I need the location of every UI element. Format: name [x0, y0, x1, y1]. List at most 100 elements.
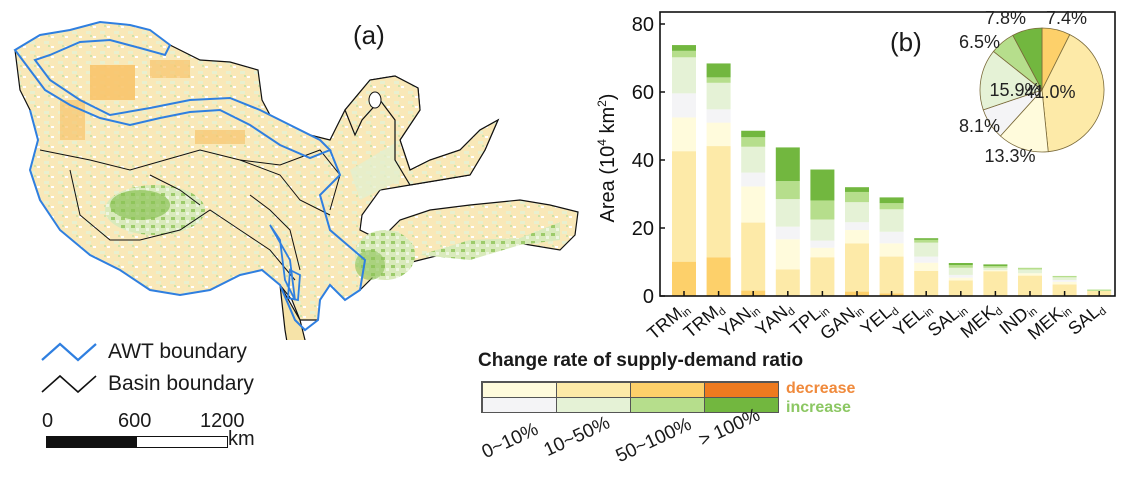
- x-tick-label-6: YELd: [857, 298, 902, 341]
- bar-segment-11-4: [1052, 277, 1077, 281]
- pie-label-5: 6.5%: [959, 32, 1000, 52]
- legend-swatch-decrease-3: [703, 381, 779, 398]
- bar-segment-0-5: [672, 50, 696, 58]
- y-tick-label-3: 60: [632, 82, 654, 104]
- legend-basin: Basin boundary: [40, 368, 254, 400]
- bar-segment-4-6: [810, 169, 835, 201]
- bar-segment-0-4: [672, 57, 696, 94]
- legend-row-decrease: [481, 381, 779, 398]
- bar-segment-0-3: [672, 93, 696, 118]
- bar-segment-11-5: [1052, 275, 1077, 278]
- bar-segment-4-2: [810, 247, 835, 258]
- basin-boundary-line: [69, 169, 296, 281]
- bar-segment-1-2: [706, 122, 731, 147]
- bar-segment-7-2: [914, 262, 939, 271]
- pie-label-0: 7.4%: [1046, 8, 1087, 28]
- bar-segment-11-2: [1052, 281, 1077, 285]
- bar-segment-8-2: [948, 277, 973, 281]
- bar-segment-4-1: [810, 257, 835, 296]
- bar-segment-5-3: [845, 222, 869, 231]
- bar-segment-10-4: [1018, 269, 1042, 274]
- legend-grid: [481, 381, 779, 413]
- bar-segment-0-0: [672, 261, 696, 296]
- y-tick-label-1: 20: [632, 218, 654, 240]
- bar-segment-5-2: [845, 230, 869, 244]
- pie-slice-6: [1012, 27, 1043, 91]
- bar-segment-7-3: [914, 256, 939, 263]
- bar-segment-1-6: [706, 63, 731, 78]
- bar-segment-8-4: [948, 267, 973, 275]
- bar-segment-8-3: [948, 274, 973, 278]
- bar-segment-1-0: [706, 257, 731, 296]
- northeast-basin: [344, 75, 500, 186]
- bar-segment-4-5: [810, 200, 835, 220]
- scale-tick-600: 600: [118, 410, 152, 432]
- y-tick-label-2: 40: [632, 150, 654, 172]
- bar-segment-8-6: [948, 263, 973, 266]
- legend-swatch-decrease-0: [481, 381, 557, 398]
- bar-segment-3-2: [775, 239, 800, 270]
- bar-segment-11-1: [1052, 284, 1077, 296]
- plot-frame: [659, 11, 1116, 297]
- legend-swatch-increase-3: [703, 396, 779, 413]
- legend-decrease-label: decrease: [786, 380, 856, 397]
- pie-slice-1: [1041, 34, 1105, 153]
- legend-swatch-decrease-2: [629, 381, 705, 398]
- bar-segment-3-4: [775, 199, 800, 227]
- awt-boundary-line: [13, 20, 332, 160]
- bar-segment-10-5: [1018, 267, 1042, 270]
- awt-line-icon: [41, 342, 97, 362]
- green-patch: [420, 222, 560, 260]
- basin-boundary-line: [239, 149, 341, 211]
- scale-tick-0: 0: [42, 410, 54, 432]
- legend-increase-label: increase: [786, 399, 851, 416]
- pie-label-4: 15.9%: [989, 80, 1040, 100]
- pie-label-2: 13.3%: [984, 146, 1035, 166]
- bar-segment-1-1: [706, 146, 731, 258]
- map-panel: (a) AWT boundary Basin boundary 0 600 12…: [13, 20, 579, 450]
- bar-segment-5-4: [845, 202, 869, 223]
- legend-awt: AWT boundary: [40, 336, 254, 368]
- bar-segment-6-1: [879, 256, 904, 294]
- bar-segment-1-5: [706, 77, 731, 83]
- bar-segment-2-3: [741, 172, 766, 187]
- bar-segment-4-4: [810, 219, 835, 241]
- legend-awt-label: AWT boundary: [108, 340, 247, 363]
- green-patch: [110, 190, 170, 220]
- awt-boundary-line: [28, 109, 367, 332]
- map-legend: AWT boundary Basin boundary: [40, 336, 254, 400]
- legend-swatch-increase-1: [555, 396, 631, 413]
- y-axis-label: Area (104 km2): [595, 94, 619, 223]
- bar-segment-6-3: [879, 231, 904, 244]
- green-patch: [350, 140, 400, 200]
- pie-label-6: 7.8%: [985, 8, 1026, 28]
- bar-segment-2-5: [741, 137, 766, 147]
- bar-segment-0-6: [672, 45, 696, 51]
- basin-line-icon: [41, 374, 97, 394]
- bar-segment-5-1: [845, 243, 869, 292]
- scale-unit: km: [228, 428, 255, 450]
- bar-segment-3-3: [775, 226, 800, 240]
- basin-map: [13, 20, 579, 340]
- bar-segment-11-3: [1052, 280, 1077, 282]
- legend-swatch-decrease-1: [555, 381, 631, 398]
- bar-segment-8-1: [948, 280, 973, 296]
- bar-segment-12-5: [1087, 289, 1112, 291]
- orange-patch: [90, 65, 135, 100]
- basin-boundary-line: [149, 174, 201, 206]
- bar-segment-1-4: [706, 82, 731, 110]
- basin-boundary-line: [249, 194, 301, 271]
- bar-segment-6-2: [879, 243, 904, 257]
- bar-segment-7-4: [914, 242, 939, 257]
- y-tick-label-0: 0: [643, 286, 654, 308]
- bar-segment-0-2: [672, 117, 696, 152]
- bar-segment-7-6: [914, 238, 939, 240]
- legend-swatch-increase-2: [629, 396, 705, 413]
- legend-basin-label: Basin boundary: [108, 372, 254, 395]
- bar-segment-0-1: [672, 151, 696, 262]
- scale-bar-graphic: [46, 436, 228, 448]
- x-tick-label-12: SALd: [1064, 298, 1109, 341]
- bar-segment-9-2: [983, 270, 1008, 272]
